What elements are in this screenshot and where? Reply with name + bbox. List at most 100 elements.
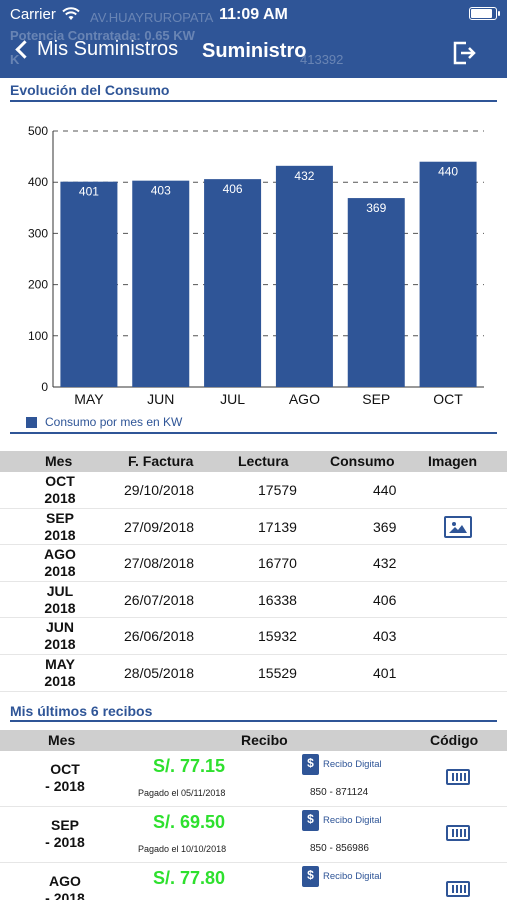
receipt-code: 850 - 856986 bbox=[310, 843, 369, 854]
recibo-digital-link[interactable]: Recibo Digital bbox=[302, 754, 382, 775]
ghost-address: AV.HUAYRUROPATA bbox=[90, 10, 214, 25]
y-tick-label: 0 bbox=[41, 380, 48, 394]
barcode-icon[interactable] bbox=[446, 881, 470, 897]
ghost-potencia: Potencia Contratada: 0.65 KW bbox=[10, 28, 195, 43]
cell-consumo: 369 bbox=[373, 518, 397, 535]
cell-lectura: 17579 bbox=[258, 482, 297, 498]
cell-consumo: 403 bbox=[373, 628, 397, 645]
cell-mes-year: 2018 bbox=[44, 526, 76, 543]
bar bbox=[419, 161, 477, 387]
table-row: JUN 2018 26/06/2018 15932 403 bbox=[0, 618, 507, 655]
table-row: AGO 2018 27/08/2018 16770 432 bbox=[0, 545, 507, 582]
cell-lectura: 15529 bbox=[258, 665, 297, 681]
back-button-label: Mis Suministros bbox=[37, 38, 179, 60]
barcode-icon[interactable] bbox=[446, 825, 470, 841]
cell-mes-month: OCT bbox=[45, 473, 75, 489]
consumo-bar-chart: 0 100 200 300 400 500 401 MAY 403 JUN 406 JUL 432 AGO… bbox=[28, 124, 484, 407]
table-row: MAY 2018 28/05/2018 15529 401 bbox=[0, 655, 507, 692]
cell-mes: AGO 2018 bbox=[30, 546, 90, 580]
section-title-evolucion: Evolución del Consumo bbox=[10, 82, 170, 98]
receipt-code: 850 - 871124 bbox=[310, 787, 369, 798]
recibo-digital-label: Recibo Digital bbox=[323, 815, 382, 826]
cell-mes: AGO - 2018 bbox=[30, 873, 100, 900]
y-tick-label: 300 bbox=[28, 226, 48, 240]
page-title: Suministro bbox=[202, 40, 307, 62]
cell-fecha: 28/05/2018 bbox=[124, 665, 195, 681]
y-tick-label: 100 bbox=[28, 329, 48, 343]
data-label: 440 bbox=[438, 165, 458, 179]
recibo-digital-link[interactable]: Recibo Digital bbox=[302, 810, 382, 831]
col-header-recibo: Recibo bbox=[241, 732, 288, 748]
cell-mes-month: AGO bbox=[44, 546, 76, 563]
recibo-digital-label: Recibo Digital bbox=[323, 871, 382, 882]
col-header-lectura: Lectura bbox=[238, 453, 289, 469]
cell-mes: OCT 2018 bbox=[30, 473, 90, 507]
col-header-codigo: Código bbox=[430, 732, 479, 748]
section-title-recibos: Mis últimos 6 recibos bbox=[10, 703, 153, 719]
cell-mes-year: - 2018 bbox=[45, 834, 85, 850]
cell-mes-month: SEP bbox=[45, 509, 74, 526]
y-tick-label: 500 bbox=[28, 124, 48, 138]
amount: S/. 77.80 bbox=[153, 868, 226, 888]
paid-date: Pagado el 10/10/2018 bbox=[138, 844, 227, 854]
paid-date: Pagado el 05/11/2018 bbox=[138, 788, 226, 798]
receipt-icon bbox=[302, 754, 319, 775]
chart-legend: Consumo por mes en KW bbox=[26, 415, 182, 429]
bar bbox=[132, 180, 190, 387]
clock: 11:09 AM bbox=[219, 6, 288, 23]
cell-fecha: 27/08/2018 bbox=[124, 555, 195, 572]
data-label: 369 bbox=[366, 201, 386, 215]
logout-icon[interactable] bbox=[451, 40, 477, 66]
wifi-icon bbox=[62, 7, 80, 20]
x-tick-label: MAY bbox=[74, 391, 104, 407]
table-row: OCT 2018 29/10/2018 17579 440 bbox=[0, 472, 507, 509]
cell-mes-year: 2018 bbox=[44, 563, 76, 580]
cell-mes-year: 2018 bbox=[44, 599, 76, 616]
recibo-digital-link[interactable]: Recibo Digital bbox=[302, 866, 382, 887]
list-item: SEP- 2018 S/. 69.50 Pagado el 10/10/2018 Re… bbox=[0, 807, 507, 863]
cell-lectura: 16338 bbox=[258, 591, 297, 608]
recibos-table-header: Mes Recibo Código bbox=[0, 730, 507, 751]
bar bbox=[204, 179, 262, 387]
back-button[interactable]: Mis Suministros bbox=[14, 38, 178, 61]
amount: S/. 77.15 bbox=[153, 756, 226, 776]
cell-lectura: 17139 bbox=[258, 518, 297, 535]
y-tick-label: 200 bbox=[28, 278, 48, 292]
table-row: JUL 2018 26/07/2018 16338 406 bbox=[0, 582, 507, 619]
cell-mes: MAY 2018 bbox=[30, 656, 90, 690]
data-label: 401 bbox=[79, 185, 99, 199]
cell-mes: SEP 2018 bbox=[30, 510, 90, 544]
legend-label: Consumo por mes en KW bbox=[45, 415, 183, 429]
cell-mes: JUN 2018 bbox=[30, 619, 90, 653]
barcode-icon[interactable] bbox=[446, 769, 470, 785]
cell-mes: SEP - 2018 bbox=[30, 817, 100, 851]
list-item: OCT- 2018 S/. 77.15 Pagado el 05/11/2018 Re… bbox=[0, 751, 507, 807]
cell-mes-month: MAY bbox=[45, 656, 75, 672]
x-tick-label: JUL bbox=[220, 391, 245, 407]
image-icon[interactable] bbox=[444, 515, 472, 538]
x-tick-label: OCT bbox=[433, 391, 463, 407]
cell-mes-month: OCT bbox=[50, 761, 80, 777]
cell-consumo: 440 bbox=[373, 482, 397, 498]
recibo-digital-label: Recibo Digital bbox=[323, 759, 382, 770]
cell-mes-month: JUL bbox=[46, 582, 74, 599]
chevron-left-icon bbox=[15, 40, 34, 59]
battery-icon bbox=[469, 7, 500, 20]
cell-fecha: 27/09/2018 bbox=[124, 518, 195, 535]
cell-lectura: 16770 bbox=[258, 555, 297, 572]
receipt-icon bbox=[302, 810, 319, 831]
data-label: 406 bbox=[223, 182, 243, 196]
consumo-table-header: Mes F. Factura Lectura Consumo Imagen bbox=[0, 451, 507, 472]
cell-mes-year: 2018 bbox=[44, 636, 76, 653]
cell-mes-year: - 2018 bbox=[45, 778, 85, 794]
cell-mes-year: - 2018 bbox=[45, 890, 85, 900]
y-tick-label: 400 bbox=[28, 175, 48, 189]
data-label: 403 bbox=[151, 184, 171, 198]
table-row: SEP 2018 27/09/2018 17139 369 bbox=[0, 509, 507, 546]
col-header-fecha: F. Factura bbox=[128, 453, 194, 469]
app-header: Carrier AV.HUAYRUROPATA 11:09 AM Potenci… bbox=[0, 0, 507, 78]
section-divider bbox=[10, 100, 497, 102]
cell-consumo: 401 bbox=[373, 665, 397, 681]
bar bbox=[347, 198, 405, 387]
ghost-number: 413392 bbox=[300, 52, 344, 67]
